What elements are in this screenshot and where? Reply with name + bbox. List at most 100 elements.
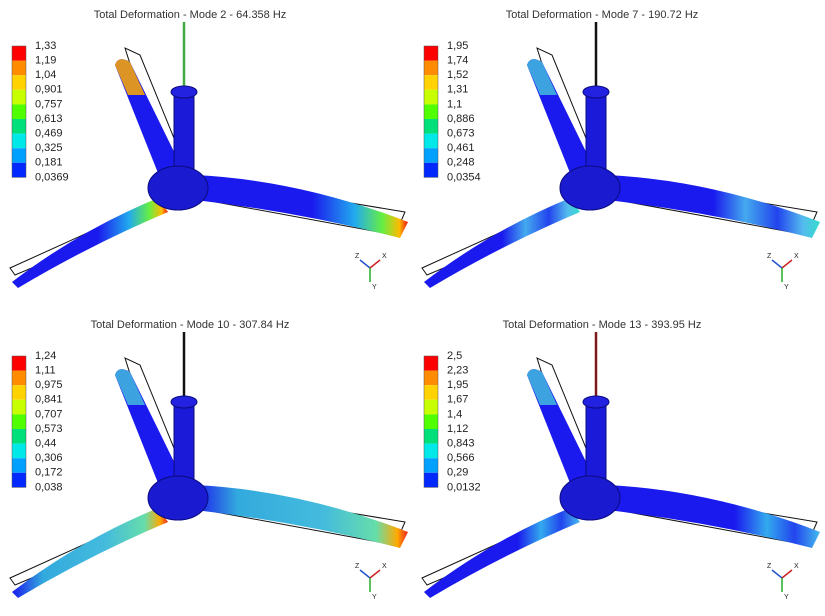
triad-label: Y — [372, 284, 377, 291]
legend-label: 1,4 — [447, 408, 462, 420]
legend-band — [424, 400, 438, 415]
shaft-body — [586, 400, 606, 485]
legend-band — [424, 414, 438, 429]
panel-title: Total Deformation - Mode 2 - 64.358 Hz — [94, 9, 287, 21]
legend-band — [424, 458, 438, 473]
legend-label: 0,306 — [35, 452, 63, 464]
blade — [12, 198, 168, 288]
legend-band — [424, 356, 438, 371]
legend-label: 0,248 — [447, 157, 475, 169]
figure: Total Deformation - Mode 2 - 64.358 Hz 1,… — [0, 0, 825, 616]
legend-label: 0,172 — [35, 467, 63, 479]
triad-label: Y — [784, 594, 789, 601]
triad-label: X — [382, 253, 387, 260]
legend-label: 0,29 — [447, 467, 468, 479]
legend-label: 1,04 — [35, 69, 56, 81]
legend-label: 0,0369 — [35, 171, 69, 183]
blade — [424, 198, 580, 288]
triad-axis — [782, 570, 792, 578]
legend-label: 0,841 — [35, 394, 63, 406]
legend-band — [424, 473, 438, 488]
legend-label: 0,325 — [35, 142, 63, 154]
legend-band — [12, 473, 26, 488]
legend-band — [12, 400, 26, 415]
legend-band — [12, 75, 26, 90]
blade — [607, 485, 820, 548]
blade-tip — [115, 369, 145, 405]
blade-tip — [527, 369, 557, 405]
legend-band — [424, 444, 438, 459]
triad-axis — [772, 260, 782, 268]
legend-label: 1,52 — [447, 69, 468, 81]
panel-title: Total Deformation - Mode 7 - 190.72 Hz — [506, 9, 699, 21]
legend-band — [12, 444, 26, 459]
legend-band — [12, 134, 26, 149]
legend-label: 2,23 — [447, 365, 468, 377]
triad-label: Y — [784, 284, 789, 291]
legend-label: 0,44 — [35, 438, 56, 450]
legend-band — [424, 385, 438, 400]
legend-band — [12, 61, 26, 76]
triad-axis — [772, 570, 782, 578]
triad-label: Z — [355, 253, 360, 260]
legend-label: 0,975 — [35, 379, 63, 391]
hub — [560, 476, 620, 520]
triad-axis — [782, 260, 792, 268]
legend-band — [424, 429, 438, 444]
legend-label: 0,181 — [35, 157, 63, 169]
legend-label: 0,573 — [35, 423, 63, 435]
legend-band — [424, 134, 438, 149]
triad-label: X — [382, 563, 387, 570]
legend-label: 0,566 — [447, 452, 475, 464]
legend-band — [12, 371, 26, 386]
legend-label: 0,0354 — [447, 171, 481, 183]
legend-label: 0,673 — [447, 128, 475, 140]
legend-label: 0,469 — [35, 128, 63, 140]
legend-label: 0,843 — [447, 438, 475, 450]
legend-band — [12, 104, 26, 119]
triad-axis — [360, 260, 370, 268]
triad-label: Y — [372, 594, 377, 601]
legend-label: 0,901 — [35, 84, 63, 96]
panel: Total Deformation - Mode 10 - 307.84 Hz1… — [10, 319, 408, 601]
legend-band — [12, 429, 26, 444]
cap — [171, 396, 197, 408]
blade — [12, 508, 168, 598]
legend-band — [424, 61, 438, 76]
legend-band — [12, 458, 26, 473]
legend-band — [424, 75, 438, 90]
legend-label: 0,038 — [35, 481, 63, 493]
legend-label: 1,95 — [447, 379, 468, 391]
cap — [583, 86, 609, 98]
blade — [195, 175, 408, 238]
hub — [560, 166, 620, 210]
legend-band — [424, 148, 438, 163]
blade — [607, 175, 820, 238]
legend-label: 0,461 — [447, 142, 475, 154]
legend-label: 1,33 — [35, 40, 56, 52]
legend-label: 0,0132 — [447, 481, 481, 493]
legend-band — [12, 414, 26, 429]
legend-band — [12, 385, 26, 400]
panel-title: Total Deformation - Mode 13 - 393.95 Hz — [503, 319, 702, 331]
blade-tip — [527, 59, 557, 95]
cap — [171, 86, 197, 98]
triad-label: X — [794, 253, 799, 260]
legend-band — [424, 104, 438, 119]
blade — [424, 508, 580, 598]
legend-band — [12, 356, 26, 371]
legend-band — [424, 46, 438, 61]
legend-band — [12, 46, 26, 61]
legend-label: 0,613 — [35, 113, 63, 125]
cap — [583, 396, 609, 408]
shaft-body — [174, 90, 194, 175]
legend-label: 1,1 — [447, 98, 462, 110]
hub — [148, 166, 208, 210]
triad-axis — [370, 260, 380, 268]
legend-label: 1,11 — [35, 365, 56, 377]
panel: Total Deformation - Mode 13 - 393.95 Hz 2… — [422, 319, 820, 601]
legend-band — [424, 90, 438, 105]
triad-label: X — [794, 563, 799, 570]
triad-label: Z — [767, 563, 772, 570]
triad-axis — [370, 570, 380, 578]
